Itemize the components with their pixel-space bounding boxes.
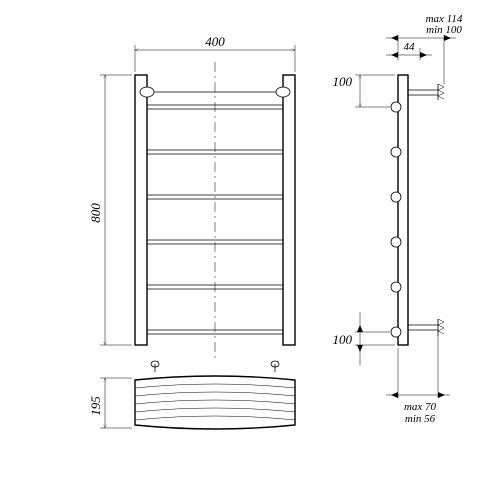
dim-top-offset-label: 100 — [333, 74, 353, 89]
bracket-icon — [140, 87, 154, 97]
wall-pin-bottom — [408, 319, 444, 336]
dim-bottom-offset-label: 100 — [333, 332, 353, 347]
dim-side-bottom: 100 — [333, 312, 396, 365]
dim-height: 800 — [88, 75, 132, 345]
side-top-range: max 114 min 100 — [386, 13, 463, 84]
dim-44: 44 — [386, 41, 432, 60]
side-view — [391, 75, 444, 345]
dim-shelf-label: 195 — [88, 396, 103, 416]
dim-width-label: 400 — [205, 34, 225, 49]
side-bot-max: max 70 — [404, 401, 437, 413]
dim-44-label: 44 — [404, 41, 416, 53]
dim-shelf: 195 — [88, 378, 132, 428]
side-top-min: min 100 — [426, 24, 462, 36]
dim-height-label: 800 — [88, 203, 103, 223]
side-bottom-range: max 70 min 56 — [386, 336, 450, 425]
dim-side-top: 100 — [333, 74, 396, 107]
shelf-view — [135, 361, 295, 429]
side-bot-min: min 56 — [405, 413, 436, 425]
drawing-canvas: 400 800 100 100 44 max — [0, 0, 500, 500]
bracket-icon — [276, 87, 290, 97]
wall-pin-top — [408, 84, 444, 100]
front-view — [135, 62, 295, 358]
